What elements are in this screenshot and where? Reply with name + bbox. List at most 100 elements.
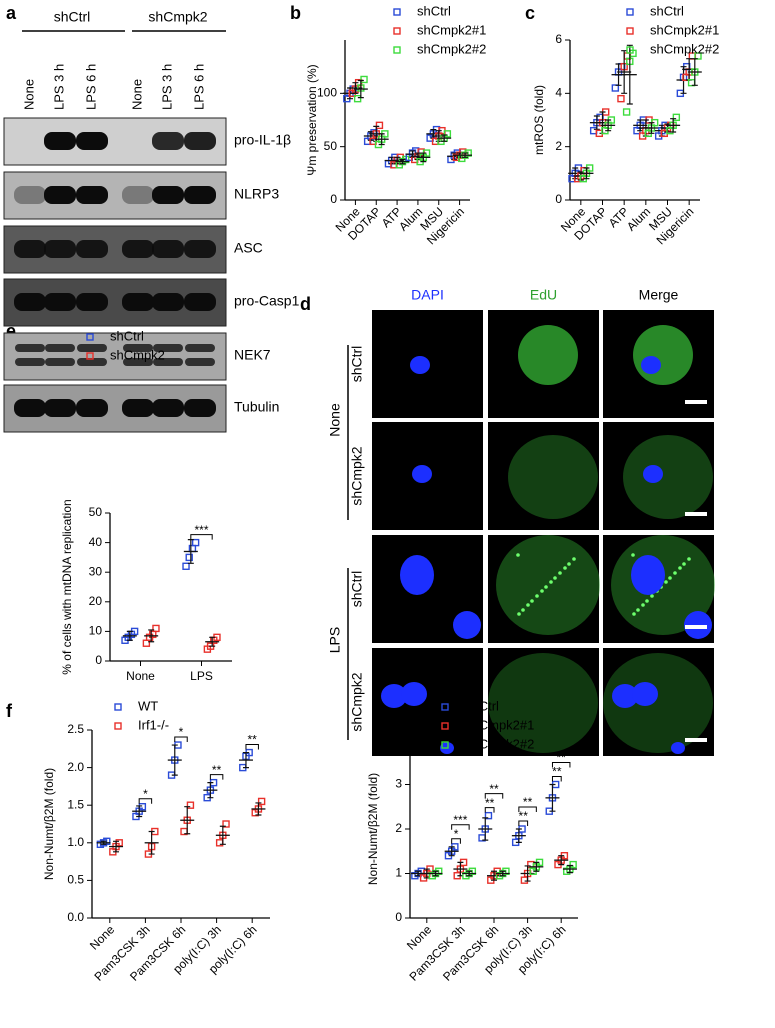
blot-band (15, 358, 45, 366)
data-point (257, 797, 266, 806)
error-bar (605, 119, 612, 132)
legend-label: WT (138, 698, 158, 713)
y-tick-label: 0 (395, 910, 402, 924)
blot-band (184, 132, 216, 150)
blot-band (44, 293, 76, 311)
significance-bracket (174, 736, 188, 743)
blot-band (76, 186, 108, 204)
legend-marker (441, 722, 449, 730)
data-point (375, 121, 384, 130)
nucleus (400, 555, 434, 595)
significance-label: * (179, 725, 184, 739)
legend-marker (86, 333, 94, 341)
edu-foci (650, 594, 654, 598)
edu-foci (535, 594, 539, 598)
blot-band (152, 186, 184, 204)
y-tick-label: 2.0 (67, 760, 84, 774)
legend-marker (626, 27, 634, 35)
lane-label: None (21, 79, 36, 110)
error-bar (491, 870, 497, 881)
y-tick-label: 2 (555, 139, 562, 153)
edu-foci (563, 566, 567, 570)
significance-bracket (138, 798, 153, 804)
edu-foci (530, 599, 534, 603)
error-bar (113, 840, 120, 853)
y-tick-label: 0 (555, 192, 562, 206)
row-label: shCtrl (349, 346, 365, 383)
y-axis-label: Non-Numt/β2M (fold) (42, 768, 56, 880)
error-bar (209, 636, 216, 647)
edu-foci (572, 557, 576, 561)
significance-label: *** (194, 523, 208, 537)
legend-marker (393, 46, 401, 54)
treatment-label: None (327, 403, 343, 437)
error-bar (242, 751, 249, 769)
y-tick-label: 100 (317, 86, 337, 100)
y-axis-label: % of cells with mtDNA replication (60, 499, 74, 674)
data-point (152, 624, 160, 633)
data-point (672, 113, 681, 122)
error-bar (255, 802, 262, 816)
legend-label: shCmpk2#1 (465, 717, 534, 732)
y-tick-label: 6 (555, 32, 562, 46)
edu-foci (687, 557, 691, 561)
y-axis-label: mtROS (fold) (532, 85, 546, 155)
column-header: EdU (530, 287, 557, 303)
data-point (484, 811, 493, 820)
significance-bracket (451, 824, 470, 830)
blot-band (44, 132, 76, 150)
blot-band (76, 240, 108, 258)
data-point (185, 553, 193, 562)
treatment-label: LPS (327, 627, 343, 653)
edu-foci (549, 580, 553, 584)
lane-label: LPS 6 h (191, 64, 206, 110)
y-tick-label: 50 (89, 505, 103, 519)
error-bar (462, 152, 468, 158)
blot-band (122, 293, 154, 311)
edu-foci (567, 562, 571, 566)
group-label: shCtrl (54, 9, 91, 25)
significance-bracket (484, 807, 495, 813)
significance-label: ** (523, 795, 533, 809)
error-bar (549, 783, 556, 812)
legend-marker (114, 703, 122, 711)
error-bar (621, 50, 628, 94)
blot-band (77, 358, 107, 366)
edu-foci (682, 562, 686, 566)
y-tick-label: 2.5 (67, 722, 84, 736)
error-bar (670, 118, 677, 133)
significance-label: *** (453, 813, 467, 827)
significance-bracket (484, 793, 504, 799)
blot-band (152, 293, 184, 311)
error-bar (648, 122, 655, 134)
data-point (191, 538, 200, 547)
y-axis-label: Non-Numt/β2M (fold) (366, 773, 380, 885)
significance-label: ** (485, 796, 495, 810)
legend-label: shCmpk2#2 (417, 41, 486, 56)
significance-label: ** (519, 809, 529, 823)
edu-signal (488, 653, 598, 753)
legend-label: shCtrl (417, 3, 451, 18)
edu-foci (544, 585, 548, 589)
error-bar (441, 134, 448, 142)
blot-band (122, 186, 154, 204)
micrograph (488, 535, 599, 643)
blot-band (44, 186, 76, 204)
edu-signal (623, 435, 713, 519)
error-bar (448, 846, 455, 857)
y-tick-label: 3 (395, 777, 402, 791)
x-tick-label: LPS (190, 669, 213, 683)
edu-foci (517, 612, 521, 616)
edu-signal (496, 535, 600, 635)
legend-label: shCtrl (465, 698, 499, 713)
x-tick-label: None (404, 922, 434, 952)
data-point (186, 801, 195, 809)
error-bar (352, 82, 359, 94)
data-point (142, 639, 151, 647)
data-point (443, 130, 452, 138)
edu-foci (558, 571, 562, 575)
edu-signal (508, 435, 598, 519)
blot-band (76, 293, 108, 311)
significance-bracket (245, 744, 259, 750)
